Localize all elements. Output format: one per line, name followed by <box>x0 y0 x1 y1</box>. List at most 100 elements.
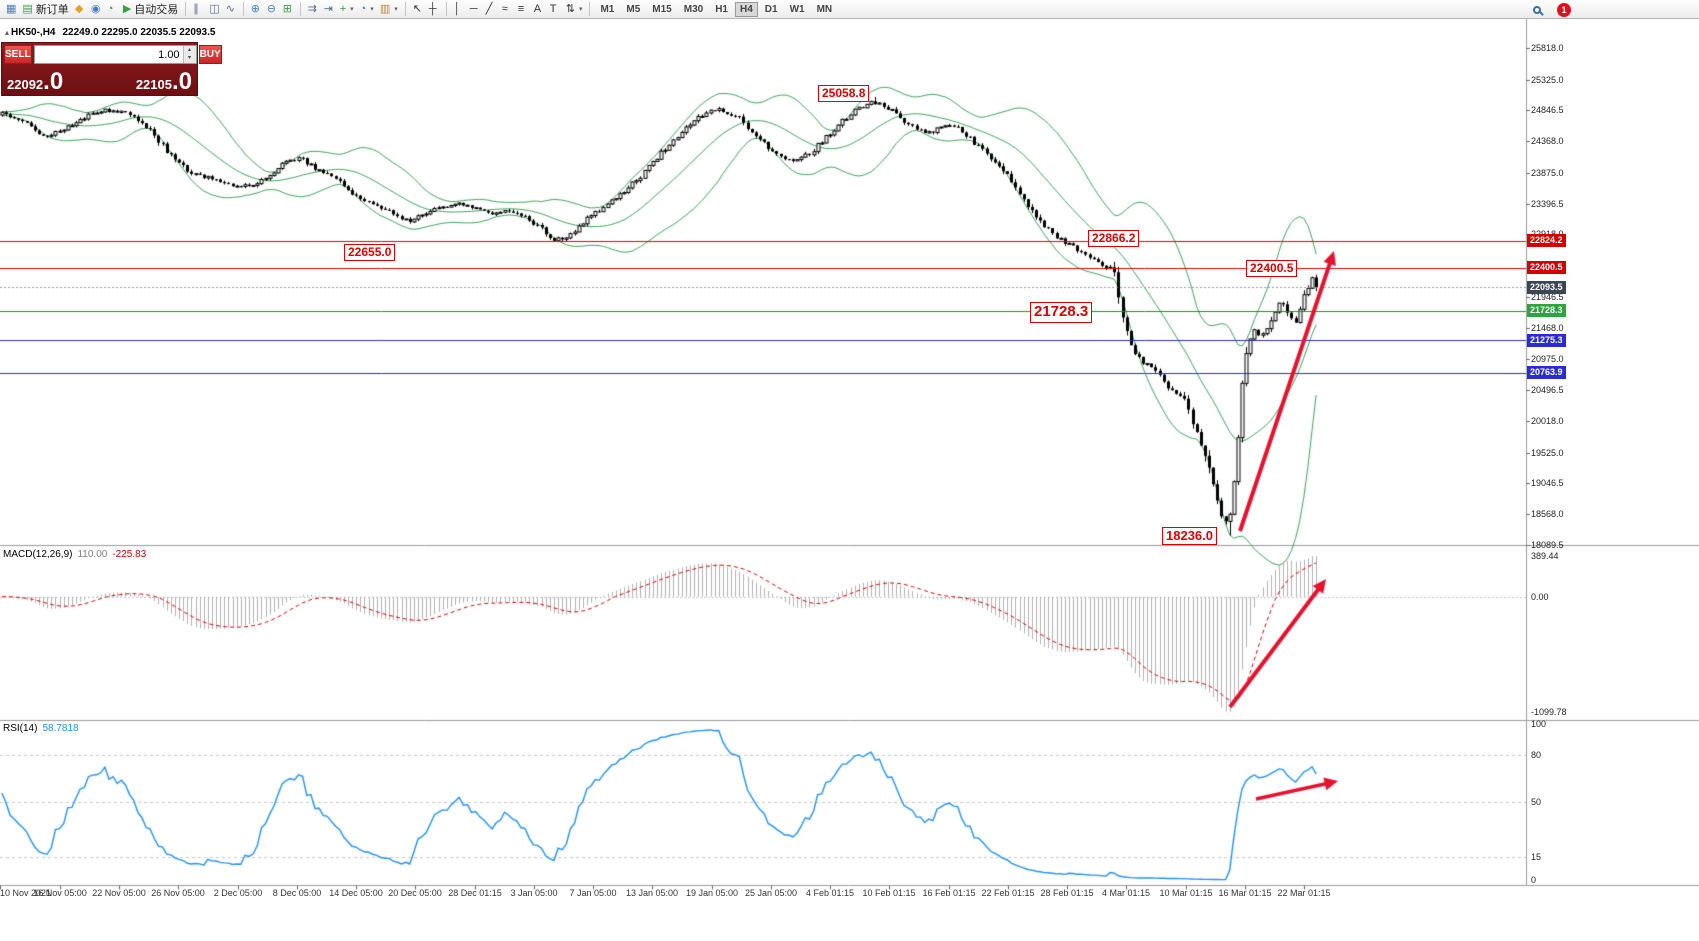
line-chart-button[interactable]: ∿ <box>223 1 239 18</box>
new-order-button-label: 新订单 <box>35 4 69 16</box>
autotrading-button-label: 自动交易 <box>134 4 179 16</box>
text-label-button-glyph: T <box>549 3 557 15</box>
tile-windows-button[interactable]: ⊞ <box>280 1 296 18</box>
search-button[interactable] <box>1529 2 1545 17</box>
volume-decrease-button[interactable]: ▾ <box>183 54 196 63</box>
price-chart-canvas[interactable] <box>0 19 1699 941</box>
time-axis-label: 22 Feb 01:15 <box>981 888 1035 898</box>
cursor-button[interactable]: ↖ <box>410 1 426 18</box>
zoom-out-button-glyph: ⊖ <box>266 3 276 15</box>
one-click-trading-panel: SELL ▴ ▾ BUY 22092.0 22105.0 <box>1 42 222 96</box>
time-axis-label: 10 Mar 01:15 <box>1159 888 1213 898</box>
timeframe-h4-button[interactable]: H4 <box>734 1 758 17</box>
text-button-glyph: A <box>533 3 542 15</box>
bar-chart-button[interactable]: ∥ <box>190 1 206 18</box>
autotrading-button[interactable]: ▶ 自动交易 <box>120 1 181 18</box>
price-level-label-22655.0[interactable]: 22655.0 <box>344 244 396 261</box>
auto-scroll-button-glyph: ⇉ <box>307 3 317 15</box>
search-icon <box>1533 5 1541 14</box>
chart-shift-button[interactable]: ⇥ <box>321 1 337 18</box>
price-level-label-21728.3[interactable]: 21728.3 <box>1030 302 1093 323</box>
price-level-label-18236.0[interactable]: 18236.0 <box>1162 527 1217 546</box>
timeframe-m15-button[interactable]: M15 <box>652 3 672 15</box>
timeframe-m5-button[interactable]: M5 <box>626 3 641 15</box>
zoom-out-button[interactable]: ⊖ <box>264 1 280 18</box>
volume-input[interactable] <box>34 46 183 63</box>
periods-button[interactable]: ◔ ▾ <box>357 1 377 18</box>
timeframe-m30-button[interactable]: M30 <box>683 3 704 15</box>
timeframe-w1-button[interactable]: W1 <box>789 3 805 15</box>
buy-price[interactable]: 22105.0 <box>135 68 192 95</box>
new-order-button[interactable]: ▤ 新订单 <box>19 1 71 18</box>
time-axis-label: 7 Jan 05:00 <box>569 888 617 898</box>
macd-main-value: 110.00 <box>77 549 108 560</box>
chart-window: ▴ HK50-,H4 22249.0 22295.0 22035.5 22093.5… <box>0 19 1699 941</box>
price-tag-21728.3: 21728.3 <box>1527 304 1566 318</box>
volume-stepper: ▴ ▾ <box>182 46 196 63</box>
trendline-button[interactable]: ╱ <box>483 1 499 18</box>
time-axis-label: 8 Dec 05:00 <box>272 888 322 898</box>
timeframe-d1-button[interactable]: D1 <box>764 3 778 15</box>
timeframe-m1-button[interactable]: M1 <box>600 3 615 15</box>
time-axis-label: 4 Mar 01:15 <box>1101 888 1151 898</box>
time-axis-label: 10 Feb 01:15 <box>862 888 916 898</box>
bar-chart-button-glyph: ∥ <box>193 3 199 15</box>
crosshair-button[interactable]: ┼ <box>426 1 442 18</box>
price-tag-22093.5: 22093.5 <box>1527 280 1566 294</box>
refresh-icon-button[interactable]: ◔ <box>104 1 120 18</box>
sell-button[interactable]: SELL <box>4 45 32 64</box>
text-button[interactable]: A <box>531 1 547 18</box>
price-axis-tick: 19046.5 <box>1531 478 1564 489</box>
price-axis-tick: 21946.5 <box>1531 291 1564 302</box>
rsi-axis-tick: 80 <box>1531 750 1542 761</box>
market-watch-icon-button[interactable]: ◉ <box>88 1 104 18</box>
time-axis-label: 16 Nov 05:00 <box>33 888 87 898</box>
rsi-name: RSI(14) <box>3 723 38 734</box>
candlestick-chart-button-glyph: ◫ <box>209 3 220 15</box>
auto-scroll-button[interactable]: ⇉ <box>305 1 321 18</box>
vertical-line-button[interactable]: │ <box>451 1 467 18</box>
symbol-period: HK50-,H4 <box>11 27 56 38</box>
arrows-tool-button[interactable]: ⇅ ▾ <box>563 1 586 18</box>
timeframe-mn-button[interactable]: MN <box>816 3 833 15</box>
templates-button[interactable]: ▥ ▾ <box>377 1 401 18</box>
notification-badge[interactable]: 1 <box>1557 2 1571 17</box>
text-label-button[interactable]: T <box>547 1 563 18</box>
equidistant-channel-button[interactable]: ≈ <box>499 1 515 18</box>
indicators-add-button[interactable]: + ▾ <box>337 1 357 18</box>
buy-button[interactable]: BUY <box>198 45 222 64</box>
price-level-label-25058.8[interactable]: 25058.8 <box>818 85 870 102</box>
volume-increase-button[interactable]: ▴ <box>183 46 196 55</box>
zoom-in-button-glyph: ⊕ <box>250 3 260 15</box>
price-level-label-22866.2[interactable]: 22866.2 <box>1088 230 1140 247</box>
time-axis-label: 3 Jan 05:00 <box>510 888 558 898</box>
price-axis-tick: 25818.0 <box>1531 43 1564 53</box>
vertical-line-button-glyph: │ <box>453 3 461 15</box>
macd-indicator-label: MACD(12,26,9) 110.00 -225.83 <box>3 549 146 560</box>
price-axis-tick: 18089.5 <box>1531 539 1564 550</box>
fibonacci-button[interactable]: ≡ <box>515 1 531 18</box>
app-chart-icon-button-glyph: ▦ <box>6 3 17 15</box>
time-axis-label: 22 Mar 01:15 <box>1277 888 1331 898</box>
sell-price[interactable]: 22092.0 <box>7 68 64 95</box>
horizontal-line-button[interactable]: ─ <box>467 1 483 18</box>
zoom-in-button[interactable]: ⊕ <box>248 1 264 18</box>
price-level-label-22400.5[interactable]: 22400.5 <box>1246 260 1298 277</box>
timeframe-h1-button[interactable]: H1 <box>715 3 728 15</box>
top-toolbar: ▦ ▤ 新订单 ◆ ◉ ◔ ▶ 自动交易 ∥ ◫ ∿ ⊕ ⊖ ⊞ ⇉ ⇥ + ▾ ◔ ▾ ▥ ▾ ↖ ┼ │ ─ ╱ ≈ ≡ A T ⇅ ▾ M1… <box>0 0 1699 19</box>
fibonacci-button-glyph: ≡ <box>517 3 525 15</box>
time-axis-label: 16 Mar 01:15 <box>1218 888 1272 898</box>
time-axis-label: 10 Nov 2021 <box>0 888 52 898</box>
refresh-icon-button-glyph: ◔ <box>106 3 114 15</box>
time-axis-label: 28 Feb 01:15 <box>1040 888 1094 898</box>
app-chart-icon-button[interactable]: ▦ <box>3 1 19 18</box>
price-axis-tick: 24846.5 <box>1531 105 1564 116</box>
arrows-tool-button-glyph: ⇅ <box>565 3 575 15</box>
price-axis-tick: 21468.0 <box>1531 322 1564 333</box>
templates-button-caret: ▾ <box>394 6 398 13</box>
metaeditor-icon-button[interactable]: ◆ <box>72 1 88 18</box>
toolbar-separator <box>589 2 591 16</box>
candlestick-chart-button[interactable]: ◫ <box>206 1 222 18</box>
volume-box: ▴ ▾ <box>33 45 197 64</box>
time-axis-label: 16 Feb 01:15 <box>922 888 976 898</box>
